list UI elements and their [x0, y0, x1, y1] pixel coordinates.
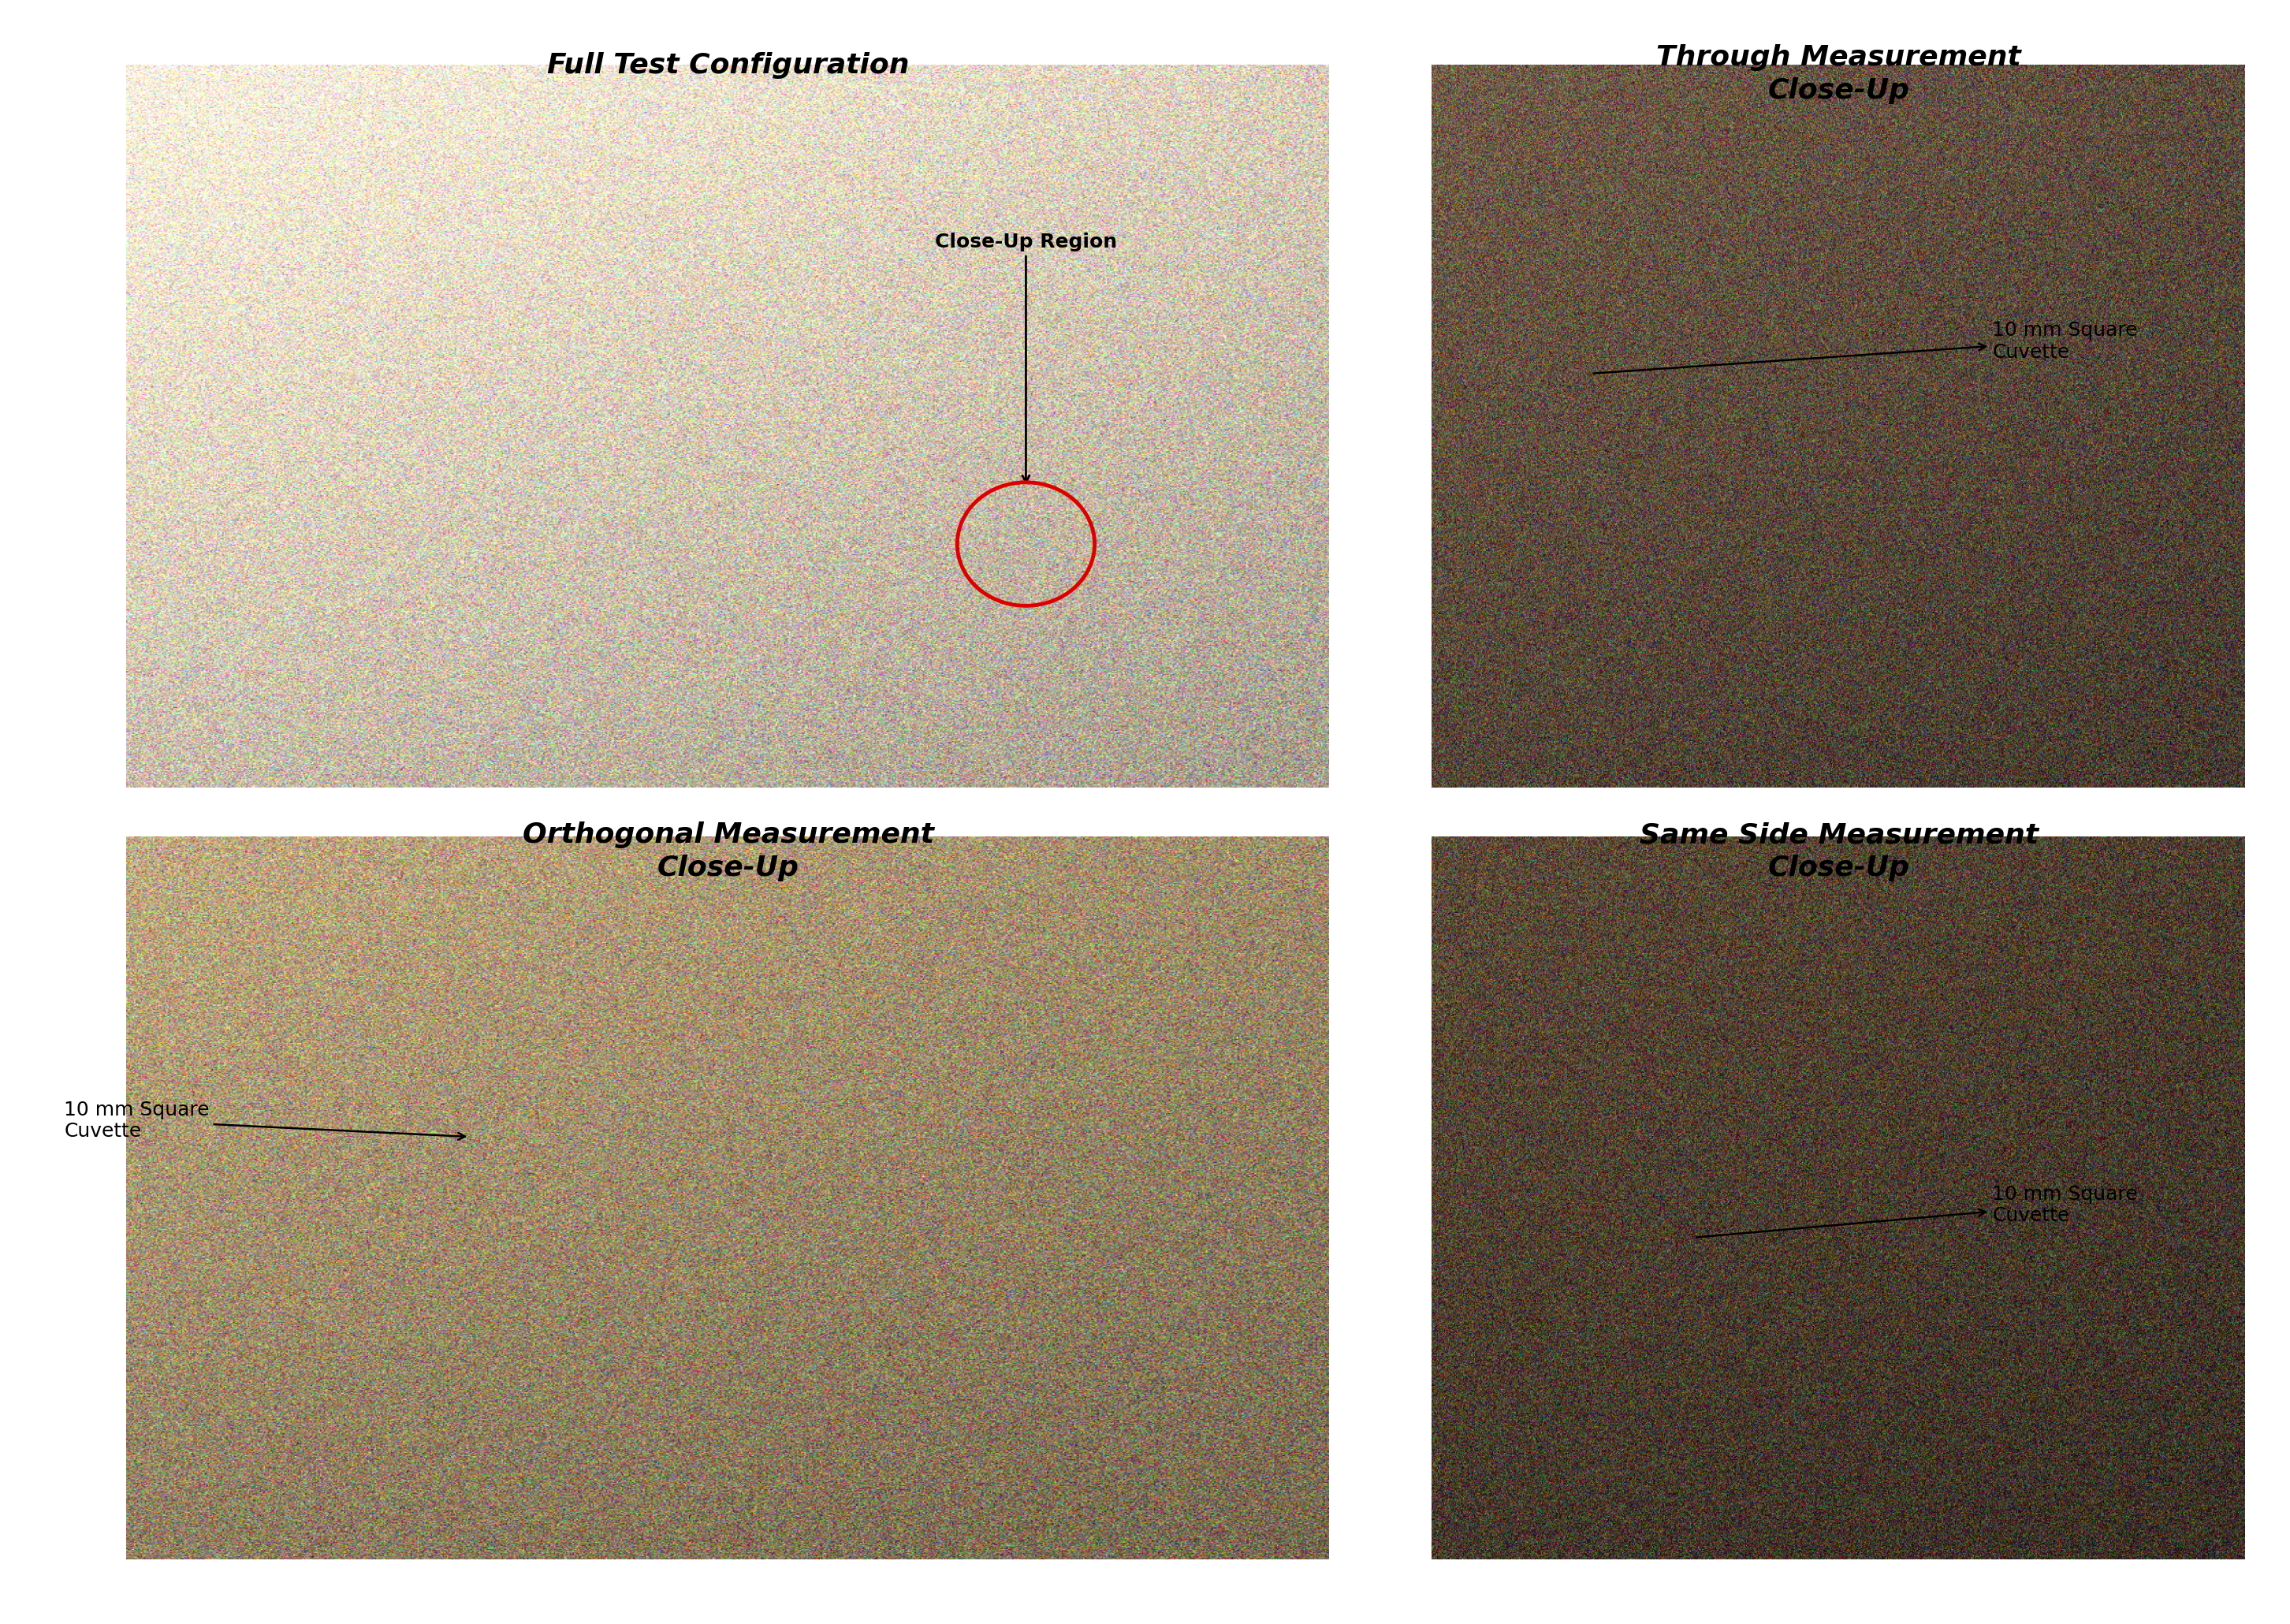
Text: 10 mm Square
Cuvette: 10 mm Square Cuvette: [64, 1099, 465, 1142]
Text: Orthogonal Measurement
Close-Up: Orthogonal Measurement Close-Up: [522, 822, 934, 882]
Text: 10 mm Square
Cuvette: 10 mm Square Cuvette: [1594, 320, 2139, 374]
Text: 10 mm Square
Cuvette: 10 mm Square Cuvette: [1697, 1184, 2139, 1237]
Text: Through Measurement
Close-Up: Through Measurement Close-Up: [1656, 44, 2022, 104]
Text: Same Side Measurement
Close-Up: Same Side Measurement Close-Up: [1640, 822, 2038, 882]
Text: Full Test Configuration: Full Test Configuration: [547, 52, 909, 80]
Text: Close-Up Region: Close-Up Region: [934, 232, 1118, 482]
